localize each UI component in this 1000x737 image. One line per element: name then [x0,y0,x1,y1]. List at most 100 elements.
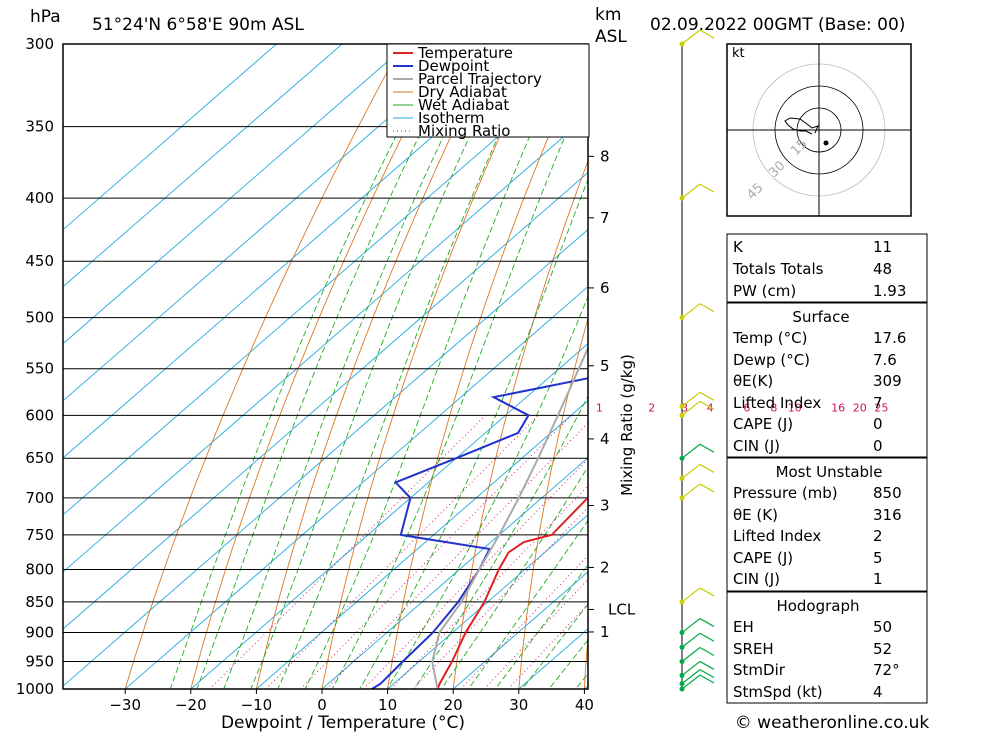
hpa-unit-label: hPa [30,7,61,27]
sfc-thetae-label: θE(K) [733,372,773,390]
isotherm-line [386,514,588,689]
wind-barb-shaft [681,443,701,459]
pressure-tick-label: 950 [25,653,54,671]
km-tick-label: 1 [600,623,610,641]
temperature-axis: −30 −20 −10 0 10 20 30 40 [109,689,594,714]
pw-value: 1.93 [873,282,906,300]
mixing-ratio-line [209,414,486,689]
temperature-tick-label: 30 [509,696,528,714]
mixing-ratio-line [325,422,588,689]
wind-barb [679,183,715,201]
wind-barb [679,587,715,605]
wind-barb-shaft [681,400,701,416]
hodograph: kt 15 30 45 [726,43,912,217]
station-title: 51°24'N 6°58'E 90m ASL [92,15,304,35]
legend-isotherm: Isotherm [418,109,485,127]
wind-barb-shaft [681,463,701,479]
pressure-axis: 300 350 400 450 500 550 600 650 700 750 800 850 900 9… [16,35,54,698]
indices-table: K 11 Totals Totals 48 PW (cm) 1.93 Surfa… [726,233,928,704]
km-tick-label: 2 [600,558,610,576]
totals-label: Totals Totals [732,260,824,278]
mu-cape-label: CAPE (J) [733,549,793,567]
km-tick-label: 5 [600,357,610,375]
eh-value: 50 [873,618,892,636]
mu-thetae-label: θE (K) [733,506,778,524]
mixing-ratio-label: 10 [788,401,802,414]
k-index-label: K [733,238,744,256]
wind-barb-flag [699,669,715,679]
sfc-dewp-value: 7.6 [873,351,897,369]
sfc-temp-value: 17.6 [873,329,906,347]
km-tick-label: LCL [608,600,636,618]
sfc-cape-value: 0 [873,415,883,433]
mixing-ratio-label: 16 [831,401,845,414]
wind-barb [679,400,715,418]
wind-barbs [679,29,715,692]
pressure-tick-label: 500 [25,309,54,327]
temperature-tick-label: 20 [444,696,463,714]
mixing-ratio-label: 8 [770,401,777,414]
mixing-ratio-label: 1 [596,401,603,414]
km-unit-label: km [595,5,621,25]
wind-barb [679,674,715,692]
wind-barb-shaft [681,618,701,634]
isotherm-line [321,457,588,689]
plot-frame [62,43,589,690]
legend-parcel: Parcel Trajectory [418,70,542,88]
isotherm-line [63,171,588,630]
sfc-li-value: 7 [873,394,883,412]
mu-cape-value: 5 [873,549,883,567]
isotherm-line [190,343,588,689]
wet-adiabat-line [521,603,588,689]
temperature-tick-label: 0 [317,696,327,714]
wind-barb [679,660,715,678]
k-index-value: 11 [873,238,892,256]
parcel-trajectory-line [431,345,588,689]
wind-barb-shaft [681,669,701,685]
wind-barb [679,303,715,321]
isotherm-line [452,571,588,689]
isobars [63,44,588,689]
mixing-ratio-label: 20 [853,401,867,414]
stmspd-label: StmSpd (kt) [733,683,823,701]
most-unstable-title: Most Unstable [776,463,883,481]
wind-barb-shaft [681,483,701,499]
sfc-cin-label: CIN (J) [733,437,780,455]
mu-thetae-value: 316 [873,506,902,524]
sfc-dewp-label: Dewp (°C) [733,351,810,369]
stmdir-label: StmDir [733,661,786,679]
pressure-tick-label: 800 [25,560,54,578]
hodograph-title: Hodograph [776,597,859,615]
wind-barb [679,443,715,461]
storm-motion-dot [823,140,829,146]
km-tick-label: 4 [600,430,610,448]
temperature-tick-label: −20 [175,696,207,714]
wind-barb-flag [699,483,715,493]
sfc-thetae-value: 309 [873,372,902,390]
hodograph-unit: kt [732,46,745,61]
totals-value: 48 [873,260,892,278]
temperature-tick-label: 40 [575,696,594,714]
wind-barb [679,483,715,501]
dry-adiabat-line [960,0,1000,715]
km-tick-label: 7 [600,209,610,227]
wet-adiabat-line [277,44,542,689]
legend-dry-adiabat: Dry Adiabat [418,83,507,101]
legend-mixing-ratio: Mixing Ratio [418,122,510,140]
wind-barb-shaft [681,660,701,676]
wind-barb-flag [699,587,715,597]
temperature-tick-label: −30 [109,696,141,714]
km-tick-label: 3 [600,497,610,515]
wind-barb-flag [699,400,715,410]
x-axis-label: Dewpoint / Temperature (°C) [221,713,465,733]
pressure-tick-label: 700 [25,489,54,507]
wind-barb-shaft [681,303,701,319]
wind-barb-flag [699,632,715,642]
date-label: 02.09.2022 00GMT (Base: 00) [650,15,905,35]
wind-barb-flag [699,646,715,657]
wind-barb-flag [699,618,715,628]
wet-adiabat-line [548,639,588,689]
mu-pressure-value: 850 [873,484,902,502]
wind-barb-shaft [681,674,701,690]
